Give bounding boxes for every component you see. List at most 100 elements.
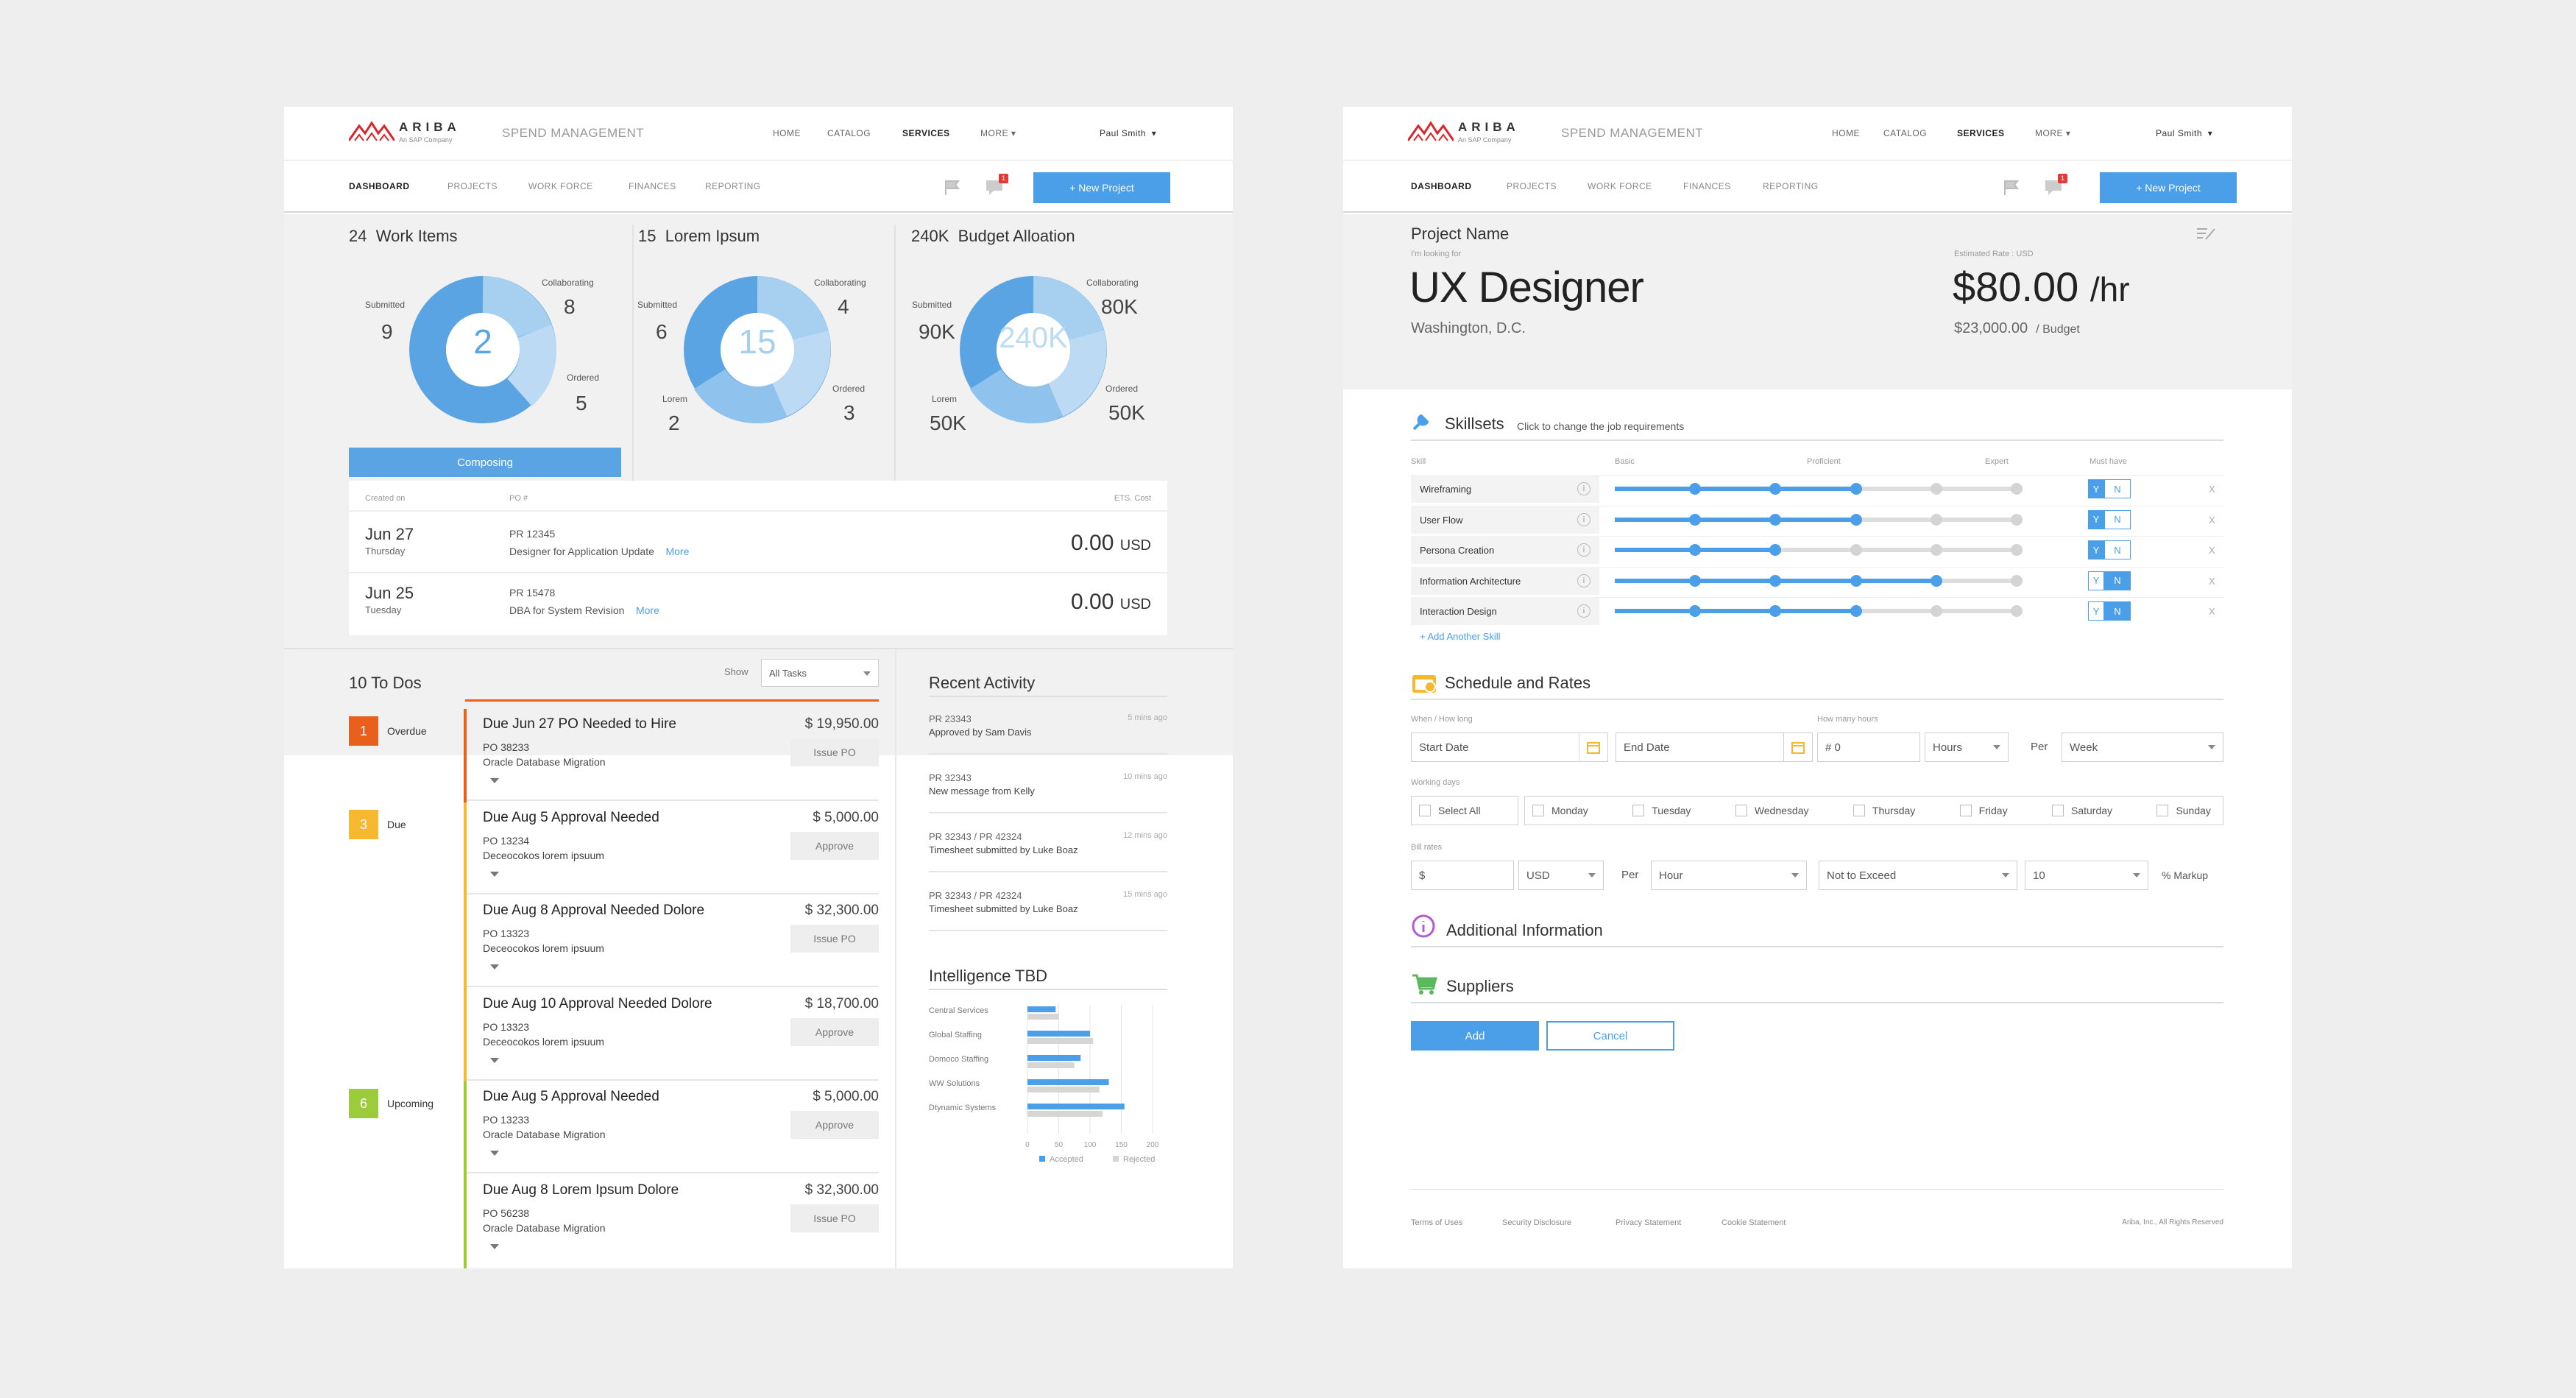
slider-step[interactable] [1930,574,1942,587]
hours-input[interactable]: # 0 [1817,732,1920,762]
tab-reporting[interactable]: REPORTING [705,181,761,191]
must-have-no[interactable]: N [2104,540,2131,559]
nav-catalog[interactable]: CATALOG [827,128,871,138]
tab-projects[interactable]: PROJECTS [1507,181,1557,191]
info-icon[interactable]: i [1577,543,1590,557]
must-have-yes[interactable]: Y [2088,479,2104,498]
more-link[interactable]: More [665,546,690,557]
end-date-field[interactable]: End Date [1616,732,1813,762]
tab-projects[interactable]: PROJECTS [447,181,498,191]
slider-step[interactable] [1769,574,1782,587]
day-checkbox-tuesday[interactable]: Tuesday [1632,805,1691,816]
nav-more[interactable]: MORE ▾ [2035,128,2070,138]
info-icon[interactable]: i [1577,512,1590,526]
slider-step[interactable] [1689,605,1702,617]
new-project-button[interactable]: + New Project [2100,172,2237,203]
slider-step[interactable] [1769,544,1782,556]
footer-terms[interactable]: Terms of Uses [1411,1218,1463,1227]
day-checkbox-friday[interactable]: Friday [1959,805,2008,816]
slider-step[interactable] [2011,513,2023,526]
table-row[interactable]: Jun 27 Thursday PR 12345 Designer for Ap… [349,512,1167,572]
currency-select[interactable]: USD [1518,861,1604,890]
info-icon[interactable]: i [1577,573,1590,587]
expand-icon[interactable] [490,1243,499,1249]
expand-icon[interactable] [490,1151,499,1156]
new-project-button[interactable]: + New Project [1033,172,1170,203]
remove-skill-icon[interactable]: X [2209,484,2215,495]
must-have-yes[interactable]: Y [2088,509,2104,529]
slider-step[interactable] [1930,483,1942,495]
remove-skill-icon[interactable]: X [2209,545,2215,556]
nav-more[interactable]: MORE ▾ [980,128,1016,138]
must-have-no[interactable]: N [2104,601,2131,621]
bill-unit-select[interactable]: Hour [1651,861,1807,890]
nav-home[interactable]: HOME [1832,128,1860,138]
footer-cookie[interactable]: Cookie Statement [1722,1218,1786,1227]
slider-step[interactable] [1689,574,1702,587]
todo-action-button[interactable]: Issue PO [790,925,879,953]
bill-rate-input[interactable]: $ [1411,861,1514,890]
expand-icon[interactable] [490,778,499,783]
todo-action-button[interactable]: Approve [790,1017,879,1046]
todo-action-button[interactable]: Approve [790,831,879,860]
user-menu[interactable]: Paul Smith ▾ [1100,128,1156,138]
slider-step[interactable] [1769,605,1782,617]
add-button[interactable]: Add [1411,1021,1539,1051]
cap-select[interactable]: Not to Exceed [1819,861,2017,890]
day-checkbox-wednesday[interactable]: Wednesday [1735,805,1809,816]
slider-step[interactable] [1689,513,1702,526]
todo-action-button[interactable]: Approve [790,1111,879,1139]
tab-finances[interactable]: FINANCES [1683,181,1731,191]
hours-unit-select[interactable]: Hours [1925,732,2009,762]
slider-step[interactable] [1850,483,1862,495]
edit-icon[interactable] [2195,225,2218,242]
slider-step[interactable] [1850,605,1862,617]
must-have-no[interactable]: N [2104,571,2131,590]
day-checkbox-sunday[interactable]: Sunday [2156,805,2211,816]
slider-step[interactable] [1850,574,1862,587]
slider-step[interactable] [1850,513,1862,526]
remove-skill-icon[interactable]: X [2209,606,2215,617]
remove-skill-icon[interactable]: X [2209,514,2215,526]
slider-step[interactable] [1930,544,1942,556]
must-have-no[interactable]: N [2104,479,2131,498]
start-date-picker[interactable] [1579,732,1608,762]
slider-step[interactable] [2011,483,2023,495]
nav-services[interactable]: SERVICES [902,128,950,138]
tab-dashboard[interactable]: DASHBOARD [349,181,410,191]
tab-dashboard[interactable]: DASHBOARD [1411,181,1472,191]
must-have-yes[interactable]: Y [2088,601,2104,621]
day-checkbox-monday[interactable]: Monday [1532,805,1588,816]
tab-workforce[interactable]: WORK FORCE [1588,181,1652,191]
markup-select[interactable]: 10 [2025,861,2148,890]
slider-step[interactable] [1850,544,1862,556]
end-date-picker[interactable] [1783,732,1813,762]
must-have-no[interactable]: N [2104,509,2131,529]
notifications-button[interactable]: 1 [2044,174,2067,197]
notifications-button[interactable]: 1 [985,174,1008,197]
slider-step[interactable] [1930,605,1942,617]
slider-step[interactable] [2011,574,2023,587]
cancel-button[interactable]: Cancel [1546,1021,1674,1051]
slider-step[interactable] [1689,483,1702,495]
nav-home[interactable]: HOME [773,128,801,138]
expand-icon[interactable] [490,1057,499,1063]
slider-step[interactable] [1769,483,1782,495]
info-icon[interactable]: i [1577,604,1590,618]
task-filter-select[interactable]: All Tasks [761,659,879,687]
expand-icon[interactable] [490,964,499,970]
more-link[interactable]: More [635,604,659,616]
tab-finances[interactable]: FINANCES [629,181,676,191]
period-select[interactable]: Week [2062,732,2223,762]
flag-icon[interactable] [2003,180,2020,196]
slider-step[interactable] [1930,513,1942,526]
tab-workforce[interactable]: WORK FORCE [528,181,593,191]
ariba-logo[interactable]: ARIBA An SAP Company [347,120,474,149]
day-checkbox-thursday[interactable]: Thursday [1853,805,1915,816]
additional-info-title[interactable]: Additional Information [1446,921,1603,939]
ariba-logo[interactable]: ARIBA An SAP Company [1406,120,1533,149]
start-date-field[interactable]: Start Date [1411,732,1608,762]
slider-step[interactable] [2011,605,2023,617]
user-menu[interactable]: Paul Smith ▾ [2156,128,2212,138]
table-row[interactable]: Jun 25 Tuesday PR 15478 DBA for System R… [349,573,1167,634]
